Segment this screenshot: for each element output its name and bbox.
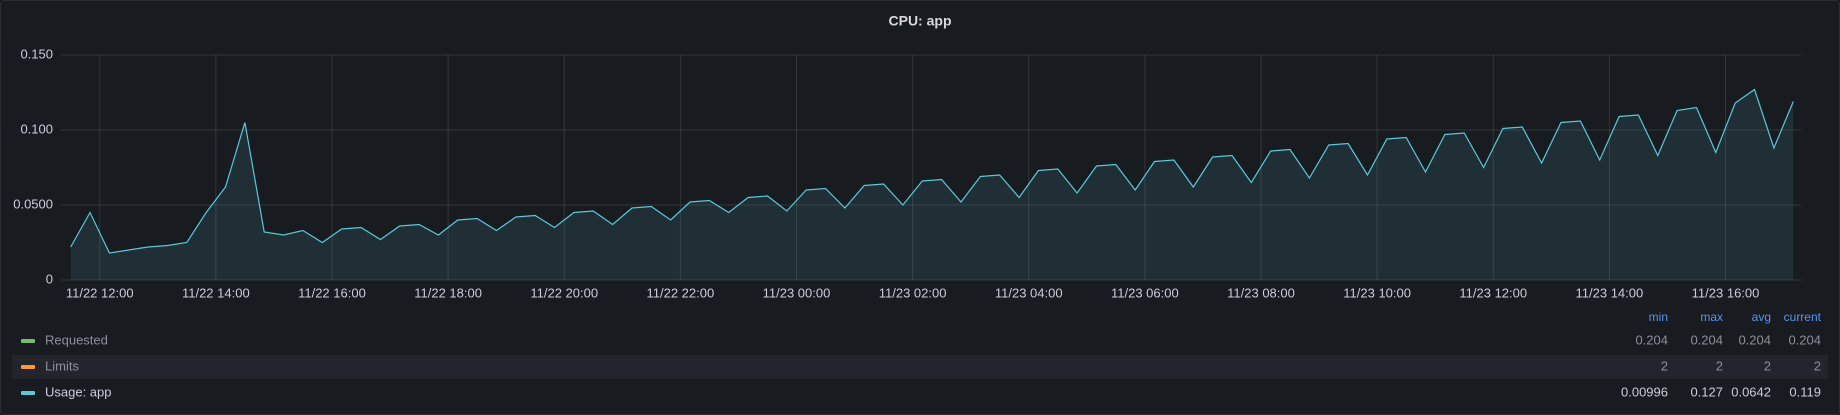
x-tick-label: 11/23 02:00 [879,285,947,300]
legend-stat: 0.0642 [1731,384,1771,399]
x-tick-label: 11/22 18:00 [414,285,482,300]
legend-stat: 0.204 [1788,332,1821,347]
legend-stat: 0.00996 [1621,384,1668,399]
legend-stat: 2 [1716,358,1723,373]
legend-stat: 0.119 [1789,384,1821,399]
legend-stat: 2 [1814,358,1821,373]
legend-stat: 0.204 [1690,332,1723,347]
legend-name[interactable]: Requested [45,332,108,347]
series-line [70,88,1794,254]
x-tick-label: 11/22 12:00 [66,285,134,300]
x-tick-label: 11/22 20:00 [530,285,598,300]
legend-stat: 0.204 [1738,332,1771,347]
legend-swatch [21,391,35,395]
legend-name[interactable]: Limits [45,358,79,373]
legend-column-header: max [1700,310,1723,324]
legend-swatch [21,339,35,343]
legend-stat: 0.127 [1690,384,1723,399]
x-tick-label: 11/23 08:00 [1227,285,1295,300]
legend-name[interactable]: Usage: app [45,384,112,399]
x-tick-label: 11/23 12:00 [1459,285,1527,300]
legend-stat: 0.204 [1635,332,1668,347]
x-tick-label: 11/23 14:00 [1576,285,1644,300]
legend-column-header: current [1784,310,1822,324]
x-tick-label: 11/23 10:00 [1343,285,1411,300]
y-tick-label: 0.100 [20,121,53,136]
chart-title: CPU: app [889,13,952,29]
y-tick-label: 0 [46,271,53,286]
legend-column-header: avg [1752,310,1771,324]
x-tick-label: 11/22 14:00 [182,285,250,300]
legend-swatch [21,365,35,369]
y-tick-label: 0.0500 [13,196,53,211]
x-tick-label: 11/22 22:00 [646,285,714,300]
legend-row-bg [12,355,1828,379]
legend-stat: 2 [1661,358,1668,373]
legend-column-header: min [1649,310,1668,324]
legend-stat: 2 [1764,358,1771,373]
x-tick-label: 11/23 00:00 [763,285,831,300]
series-area [70,89,1794,280]
y-tick-label: 0.150 [20,46,53,61]
x-tick-label: 11/23 06:00 [1111,285,1179,300]
x-tick-label: 11/23 04:00 [995,285,1063,300]
x-tick-label: 11/22 16:00 [298,285,366,300]
x-tick-label: 11/23 16:00 [1692,285,1760,300]
